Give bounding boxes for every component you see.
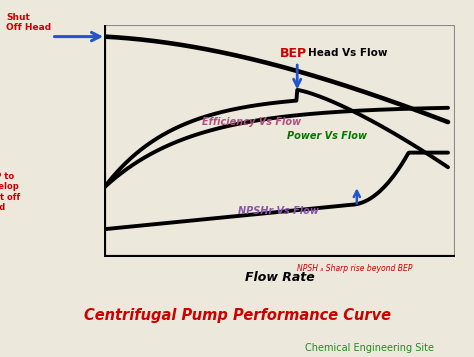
Text: Efficiency Vs Flow: Efficiency Vs Flow (202, 117, 301, 127)
Text: BHP to
develop
Shut off
Head: BHP to develop Shut off Head (0, 172, 20, 212)
Text: Shut
Off Head: Shut Off Head (6, 12, 51, 32)
Text: NPSHr Vs Flow: NPSHr Vs Flow (237, 206, 319, 216)
Text: Chemical Engineering Site: Chemical Engineering Site (305, 343, 434, 353)
Text: Centrifugal Pump Performance Curve: Centrifugal Pump Performance Curve (83, 308, 391, 323)
Text: BEP: BEP (280, 47, 307, 60)
Text: Flow Rate: Flow Rate (245, 271, 315, 285)
Text: NPSH ₐ Sharp rise beyond BEP: NPSH ₐ Sharp rise beyond BEP (297, 264, 413, 273)
Text: Power Vs Flow: Power Vs Flow (287, 131, 367, 141)
Text: Head Vs Flow: Head Vs Flow (308, 48, 387, 58)
